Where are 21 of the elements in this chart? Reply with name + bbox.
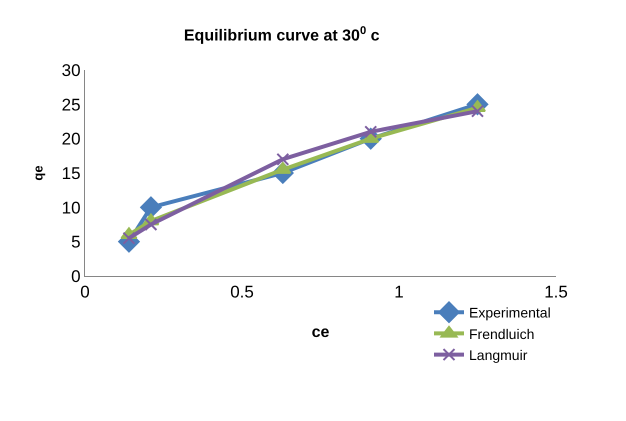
y-tick-label: 0: [71, 266, 81, 286]
y-tick-label: 10: [62, 198, 81, 218]
legend-label: Langmuir: [469, 347, 528, 364]
x-tick-label: 0.5: [230, 282, 254, 302]
x-axis-title: ce: [312, 324, 330, 342]
y-tick-label: 15: [62, 164, 81, 183]
y-tick-label: 5: [71, 232, 81, 252]
point: [144, 218, 158, 231]
point: [276, 152, 290, 166]
point: [471, 104, 484, 118]
y-axis-title: qe: [30, 165, 46, 181]
point: [364, 125, 378, 138]
y-tick-label: 30: [62, 60, 81, 80]
y-tick-label: 25: [62, 95, 81, 114]
x-tick-label: 1: [394, 282, 404, 302]
chart-title: Equilibrium curve at 30$^{0}$ c: [184, 24, 380, 45]
legend-label: Frendluich: [469, 326, 534, 342]
legend-label: Experimental: [469, 304, 551, 321]
point: [122, 232, 136, 245]
x-tick-label: 1.5: [544, 282, 568, 302]
y-tick-label: 20: [62, 130, 81, 149]
